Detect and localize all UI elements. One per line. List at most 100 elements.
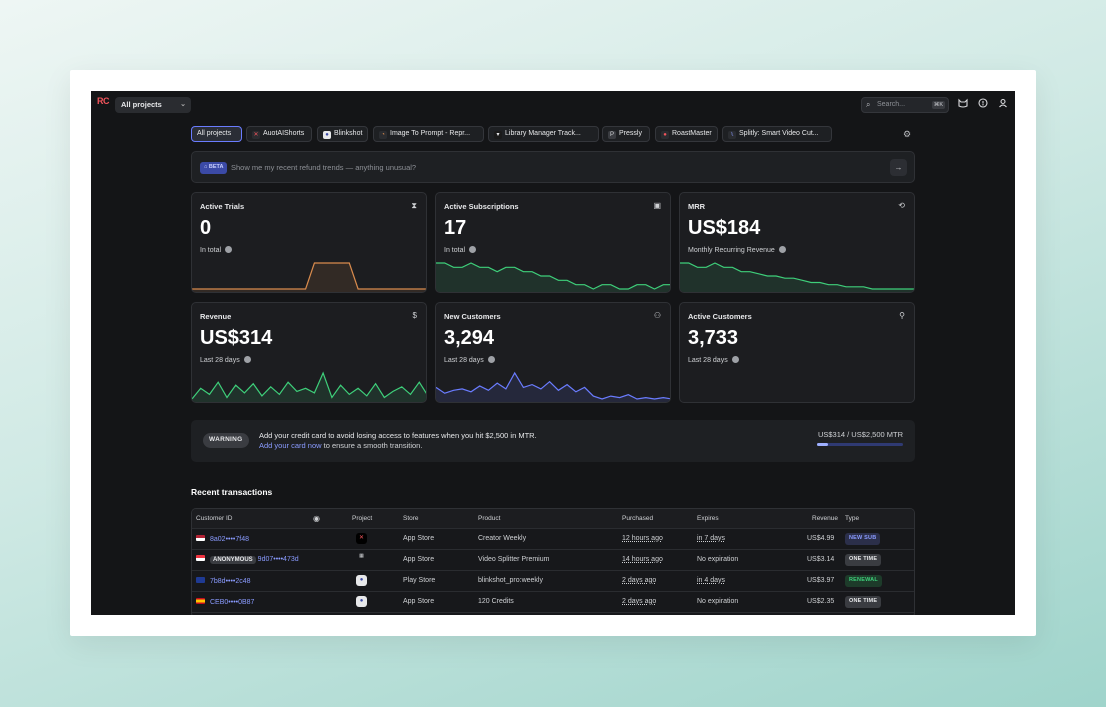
mtr-label: US$314 / US$2,500 MTR — [817, 430, 903, 439]
table-row[interactable]: 7b8d••••2c48 ● Play Store blinkshot_pro:… — [192, 571, 914, 592]
library-manager-icon: ▾ — [494, 131, 502, 139]
card-revenue[interactable]: Revenue $ US$314 Last 28 days — [191, 302, 427, 403]
expires: No expiration — [697, 598, 739, 605]
user-icon[interactable] — [997, 98, 1009, 112]
product: 120 Credits — [478, 598, 514, 605]
chip-splitly[interactable]: ⑊ Splitly: Smart Video Cut... — [722, 126, 832, 142]
card-value: 3,733 — [688, 327, 739, 349]
table-row[interactable]: CEB0••••0B87 ● App Store 120 Credits 2 d… — [192, 592, 914, 613]
calendar-icon: ▣ — [653, 201, 661, 210]
store: Play Store — [403, 577, 436, 584]
chip-label: Library Manager Track... — [505, 130, 581, 137]
revenuecat-logo[interactable]: RC — [97, 96, 110, 106]
chip-label: All projects — [197, 130, 232, 137]
splitly-icon: ⑊ — [728, 131, 736, 139]
card-value: 0 — [200, 217, 212, 239]
flag-icon — [196, 535, 205, 541]
add-card-link[interactable]: Add your card now — [259, 441, 322, 450]
chip-all-projects[interactable]: All projects — [191, 126, 242, 142]
card-active-subscriptions[interactable]: Active Subscriptions ▣ 17 In total — [435, 192, 671, 293]
sparkline-line — [192, 262, 426, 290]
sparkline-new-customers — [436, 371, 670, 402]
card-title: Active Customers — [688, 312, 752, 321]
help-icon[interactable] — [977, 98, 989, 112]
card-title: Revenue — [200, 312, 232, 321]
user-icon: ⚲ — [899, 311, 905, 320]
transactions-table: Customer ID ◉ Project Store Product Purc… — [191, 508, 915, 615]
chip-label: Image To Prompt - Repr... — [390, 130, 471, 137]
customer-id-link[interactable]: 8a02••••7f48 — [210, 536, 249, 543]
card-mrr[interactable]: MRR ⟲ US$184 Monthly Recurring Revenue — [679, 192, 915, 293]
revenue: US$4.99 — [807, 535, 835, 542]
eye-icon[interactable]: ◉ — [313, 514, 320, 523]
col-expires[interactable]: Expires — [697, 515, 719, 522]
search-input[interactable]: ⌕ Search... ⌘K — [861, 97, 949, 113]
type-badge: NEW SUB — [845, 533, 881, 545]
cat-icon[interactable] — [957, 98, 969, 112]
blinkshot-icon: ● — [356, 596, 367, 607]
table-header: Customer ID ◉ Project Store Product Purc… — [192, 509, 914, 529]
flag-icon — [196, 598, 205, 604]
chip-blinkshot[interactable]: ● Blinkshot — [317, 126, 368, 142]
info-icon — [487, 356, 495, 363]
sparkline-active-trials — [192, 262, 426, 292]
warning-banner: WARNING Add your credit card to avoid lo… — [191, 420, 915, 462]
card-title: New Customers — [444, 312, 501, 321]
info-icon — [243, 356, 251, 363]
info-icon — [469, 246, 477, 253]
card-subtitle: Last 28 days — [444, 356, 495, 364]
chip-label: RoastMaster — [672, 130, 712, 137]
sparkline-area — [192, 373, 426, 402]
table-row[interactable]: 8a02••••7f48 ✕ App Store Creator Weekly … — [192, 529, 914, 550]
mtr-progress-bar — [817, 443, 903, 446]
flag-icon — [196, 555, 205, 561]
info-icon — [778, 246, 786, 253]
col-product[interactable]: Product — [478, 515, 501, 522]
chip-library-manager[interactable]: ▾ Library Manager Track... — [488, 126, 599, 142]
gear-icon[interactable]: ⚙ — [903, 129, 912, 139]
sparkline-line — [436, 371, 670, 400]
roastmaster-icon: ● — [661, 131, 669, 139]
dollar-icon: $ — [412, 311, 417, 320]
chip-roastmaster[interactable]: ● RoastMaster — [655, 126, 718, 142]
purchased: 2 days ago — [622, 577, 657, 584]
autoaishorts-icon: ✕ — [252, 131, 260, 139]
chip-pressly[interactable]: P Pressly — [602, 126, 650, 142]
refresh-icon: ⟲ — [898, 201, 905, 210]
send-arrow-icon[interactable]: → — [890, 159, 907, 176]
project-selector[interactable]: All projects ⌄ — [115, 97, 191, 113]
customer-id-link[interactable]: 9d07••••473d — [257, 556, 299, 563]
col-purchased[interactable]: Purchased — [622, 515, 654, 522]
customer-id-link[interactable]: CEB0••••0B87 — [210, 599, 255, 606]
chip-label: Splitly: Smart Video Cut... — [739, 130, 819, 137]
col-revenue[interactable]: Revenue — [812, 515, 839, 522]
ai-ask-bar[interactable]: ⌂ BETA Show me my recent refund trends —… — [191, 151, 915, 183]
chevron-down-icon: ⌄ — [180, 101, 186, 108]
col-type[interactable]: Type — [845, 515, 860, 522]
chip-image-to-prompt[interactable]: ◔ Image To Prompt - Repr... — [373, 126, 484, 142]
splitly-icon: ✕ — [356, 533, 367, 544]
product: Creator Weekly — [478, 535, 527, 542]
purchased: 2 days ago — [622, 598, 657, 605]
card-value: US$314 — [200, 327, 273, 349]
recent-transactions-title: Recent transactions — [191, 487, 273, 497]
col-project[interactable]: Project — [352, 515, 373, 522]
customer-id-link[interactable]: 7b8d••••2c48 — [210, 578, 251, 585]
card-active-trials[interactable]: Active Trials ⧗ 0 In total — [191, 192, 427, 293]
project-selector-label: All projects — [121, 100, 162, 109]
table-row[interactable]: ANONYMOUS 9d07••••473d ▦ App Store Video … — [192, 550, 914, 571]
search-icon: ⌕ — [866, 100, 871, 109]
sparkline-line — [680, 262, 914, 290]
chip-label: Pressly — [619, 130, 642, 137]
card-active-customers[interactable]: Active Customers ⚲ 3,733 Last 28 days — [679, 302, 915, 403]
warning-message-rest: to ensure a smooth transition. — [321, 441, 423, 450]
card-new-customers[interactable]: New Customers ⚇ 3,294 Last 28 days — [435, 302, 671, 403]
chip-auotaishorts[interactable]: ✕ AuotAIShorts — [246, 126, 312, 142]
store: App Store — [403, 556, 435, 563]
col-customer-id[interactable]: Customer ID — [196, 515, 233, 522]
sparkline-area — [680, 263, 914, 292]
purchased: 12 hours ago — [622, 535, 663, 542]
col-store[interactable]: Store — [403, 515, 419, 522]
user-plus-icon: ⚇ — [653, 311, 661, 320]
search-placeholder: Search... — [877, 101, 906, 108]
